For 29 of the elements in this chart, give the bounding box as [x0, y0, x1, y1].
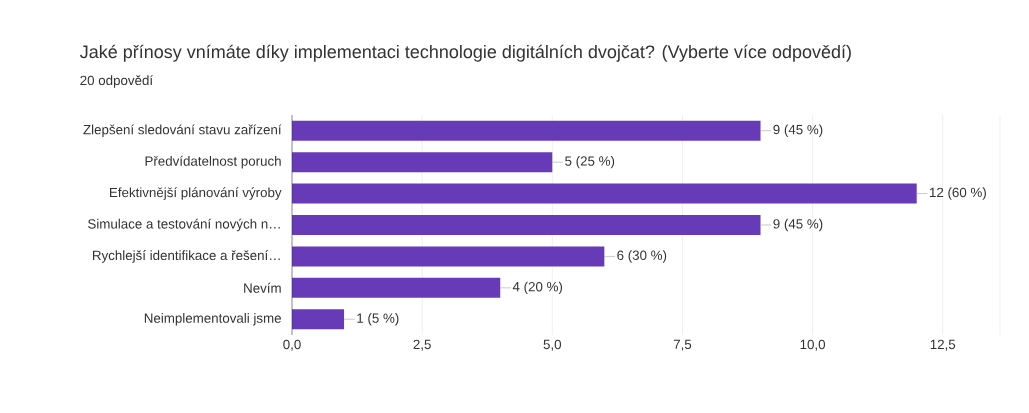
bar: [292, 183, 917, 204]
data-label: 9 (45 %): [773, 124, 823, 137]
y-tick-label: Nevím: [244, 282, 281, 293]
x-tick-label: 0,0: [283, 339, 301, 351]
data-label: 6 (30 %): [617, 250, 667, 263]
x-tick-label: 7,5: [673, 339, 692, 351]
y-tick-label: Efektivnější plánování výroby: [110, 187, 282, 200]
bar: [292, 152, 553, 173]
data-label: 9 (45 %): [773, 218, 823, 232]
x-tick-label: 10,0: [800, 339, 826, 351]
y-tick-label: Neimplementovali jsme: [144, 313, 281, 326]
data-label: 12 (60 %): [929, 187, 986, 200]
bar: [292, 309, 345, 330]
y-tick-label: Předvídatelnost poruch: [145, 155, 281, 169]
x-tick-label: 12,5: [930, 339, 956, 351]
bar: [292, 214, 761, 235]
x-tick-label: 2,5: [413, 339, 431, 351]
chart-title: Jaké přínosy vnímáte díky implementaci technologie digitálních dvojčat? (Vyberte více odpovědí): [79, 44, 851, 62]
data-label: 4 (20 %): [512, 281, 563, 295]
y-tick-label: Simulace a testování nových n…: [88, 218, 280, 232]
data-label: 5 (25 %): [565, 155, 615, 169]
text: 20 odpovědí: [80, 75, 154, 88]
x-tick-label: 5,0: [543, 339, 562, 351]
bar: [292, 120, 761, 141]
bar: [292, 277, 501, 298]
bar: [292, 246, 605, 267]
data-label: 1 (5 %): [357, 313, 399, 326]
y-tick-label: Zlepšení sledování stavu zařízení: [83, 124, 282, 137]
y-tick-label: Rychlejší identifikace a řešení…: [92, 250, 280, 263]
